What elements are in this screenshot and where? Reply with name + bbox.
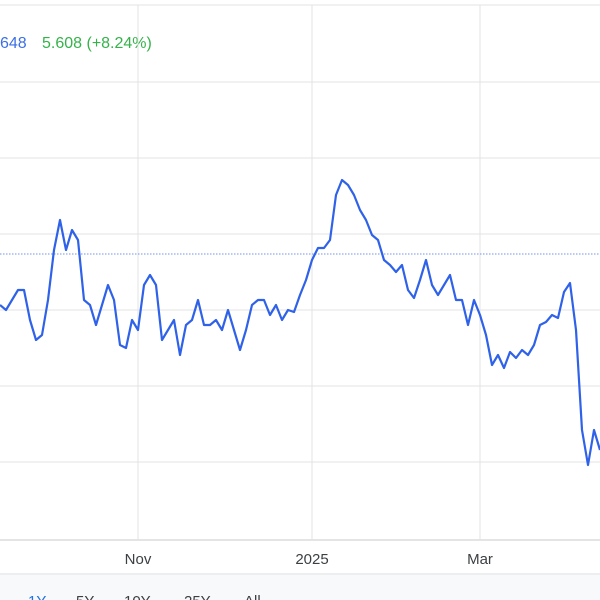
range-tab[interactable]: 10Y: [124, 593, 151, 600]
x-tick-label: 2025: [295, 551, 328, 568]
range-tab[interactable]: All: [244, 593, 261, 600]
price-line: [0, 178, 600, 467]
tab-bar: [0, 575, 600, 600]
price: 648: [0, 35, 27, 52]
x-tick-label: Nov: [125, 551, 152, 568]
range-tab[interactable]: 5Y: [76, 593, 94, 600]
x-tick-label: Mar: [467, 551, 493, 568]
range-tab[interactable]: 25Y: [184, 593, 211, 600]
range-tab[interactable]: 1Y: [28, 593, 46, 600]
price-change: 5.608 (+8.24%): [42, 35, 152, 52]
